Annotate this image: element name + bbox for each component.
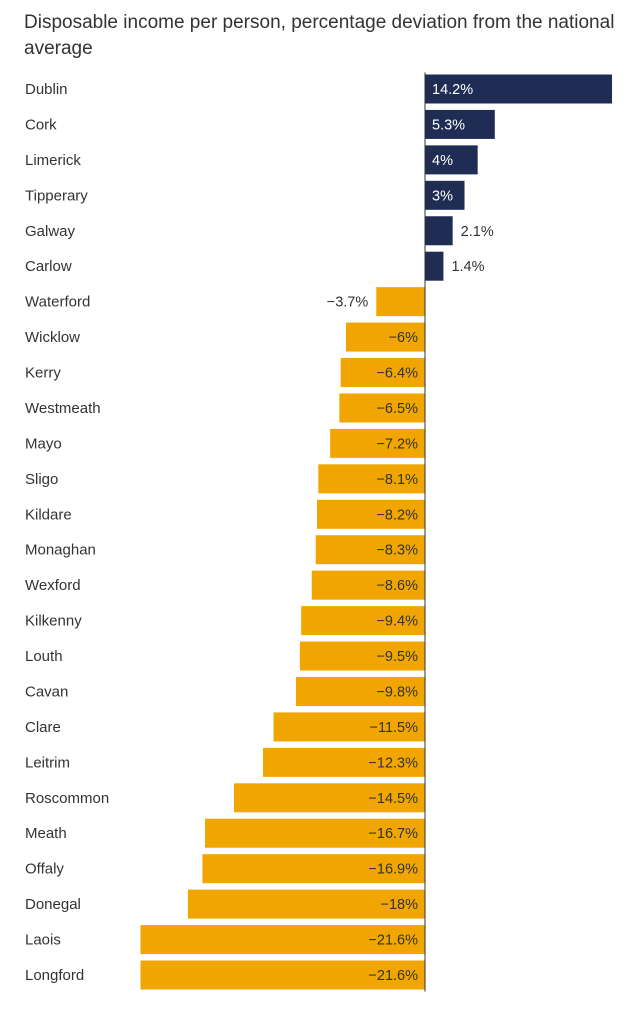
category-label: Kerry: [25, 365, 61, 382]
bar: [425, 216, 453, 246]
bar: [345, 322, 425, 352]
category-label: Carlow: [25, 258, 72, 275]
category-label: Wicklow: [25, 329, 80, 346]
category-label: Offaly: [25, 861, 64, 878]
data-label: −11.5%: [369, 720, 418, 736]
bar: [295, 676, 425, 706]
bar: [330, 428, 425, 458]
bar: [263, 747, 425, 777]
category-label: Cork: [25, 116, 57, 133]
bar: [311, 570, 425, 600]
category-label: Monaghan: [25, 542, 96, 559]
bar: [318, 464, 425, 494]
bar: [376, 287, 425, 317]
bar: [234, 783, 425, 813]
data-label: −3.7%: [327, 295, 369, 311]
bar: [339, 393, 425, 423]
data-label: 3%: [432, 188, 453, 204]
data-label: 1.4%: [451, 259, 484, 275]
data-label: −6.4%: [376, 366, 418, 382]
category-label: Louth: [25, 648, 63, 665]
category-label: Limerick: [25, 152, 81, 169]
category-label: Leitrim: [25, 754, 70, 771]
bar: [273, 712, 425, 742]
bar: [301, 606, 425, 636]
bar: [299, 641, 425, 671]
bar: [425, 145, 478, 175]
data-label: −8.3%: [376, 543, 418, 559]
data-label: −8.2%: [376, 507, 418, 523]
bar: [425, 109, 495, 139]
category-label: Cavan: [25, 683, 68, 700]
category-label: Kildare: [25, 506, 72, 523]
bar: [187, 889, 425, 919]
category-label: Roscommon: [25, 790, 109, 807]
bar: [140, 925, 425, 955]
data-label: −16.9%: [368, 862, 418, 878]
category-label: Clare: [25, 719, 61, 736]
data-label: −9.8%: [376, 684, 418, 700]
data-label: 5.3%: [432, 117, 465, 133]
data-label: −21.6%: [368, 968, 418, 984]
data-label: 14.2%: [432, 82, 473, 98]
category-label: Wexford: [25, 577, 81, 594]
bar: [425, 180, 465, 210]
bar: [340, 358, 425, 388]
category-label: Kilkenny: [25, 613, 82, 630]
category-label: Tipperary: [25, 187, 88, 204]
bar: [425, 74, 613, 104]
bar: [140, 960, 425, 990]
data-label: −16.7%: [368, 826, 418, 842]
bar: [425, 251, 444, 281]
category-label: Waterford: [25, 294, 90, 311]
category-label: Meath: [25, 825, 67, 842]
bar: [205, 818, 425, 848]
data-label: −8.1%: [376, 472, 418, 488]
data-label: −14.5%: [368, 791, 418, 807]
data-label: −21.6%: [368, 933, 418, 949]
category-label: Mayo: [25, 435, 62, 452]
data-label: −12.3%: [368, 755, 418, 771]
data-label: −6%: [389, 330, 419, 346]
data-label: −7.2%: [376, 436, 418, 452]
data-label: −9.4%: [376, 614, 418, 630]
bar: [202, 854, 425, 884]
data-label: 4%: [432, 153, 453, 169]
category-label: Donegal: [25, 896, 81, 913]
data-label: −8.6%: [376, 578, 418, 594]
category-label: Longford: [25, 967, 84, 984]
data-label: −18%: [381, 897, 419, 913]
category-label: Westmeath: [25, 400, 101, 417]
bar: [317, 499, 425, 529]
data-label: 2.1%: [461, 224, 494, 240]
data-label: −9.5%: [376, 649, 418, 665]
category-label: Laois: [25, 932, 61, 949]
data-label: −6.5%: [376, 401, 418, 417]
bar: [315, 535, 425, 565]
chart-title: Disposable income per person, percentage…: [24, 12, 615, 59]
category-label: Galway: [25, 223, 76, 240]
category-label: Dublin: [25, 81, 68, 98]
category-label: Sligo: [25, 471, 58, 488]
